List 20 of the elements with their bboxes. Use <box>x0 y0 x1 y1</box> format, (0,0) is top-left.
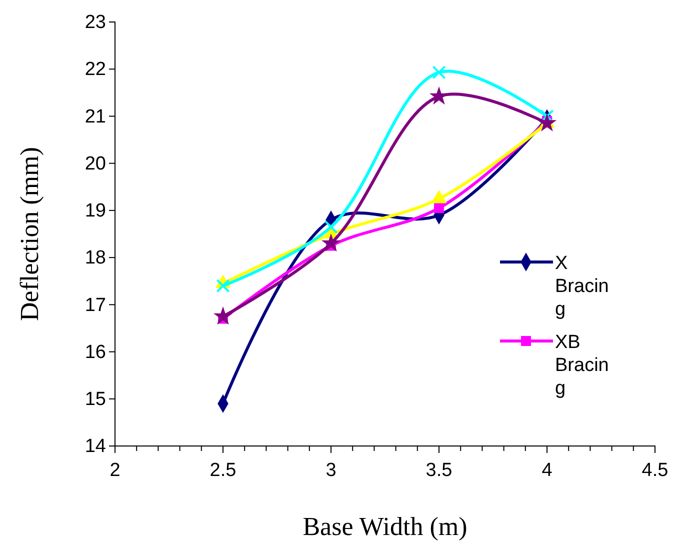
y-tick-label: 23 <box>84 12 106 34</box>
legend-label: X Bracing <box>555 253 609 320</box>
x-tick-label: 2 <box>110 460 120 481</box>
y-tick-label: 17 <box>84 294 106 316</box>
x-tick-label: 4 <box>542 460 553 481</box>
x-tick-label: 4.5 <box>642 460 668 481</box>
x-tick-label: 3.5 <box>426 460 452 481</box>
y-tick-label: 16 <box>84 342 106 363</box>
y-axis-title: Deflection (mm) <box>15 147 44 321</box>
legend-label: XB Bracing <box>555 332 609 399</box>
y-tick-label: 15 <box>84 388 106 410</box>
y-tick-label: 21 <box>84 106 106 128</box>
y-tick-label: 19 <box>84 200 106 222</box>
y-tick-label: 22 <box>84 59 106 80</box>
x-tick-label: 3 <box>326 460 336 481</box>
x-axis-title: Base Width (m) <box>302 512 468 541</box>
x-tick-label: 2.5 <box>210 460 236 481</box>
y-tick-label: 18 <box>84 248 106 269</box>
y-tick-label: 20 <box>84 153 106 174</box>
y-tick-label: 14 <box>84 436 106 458</box>
